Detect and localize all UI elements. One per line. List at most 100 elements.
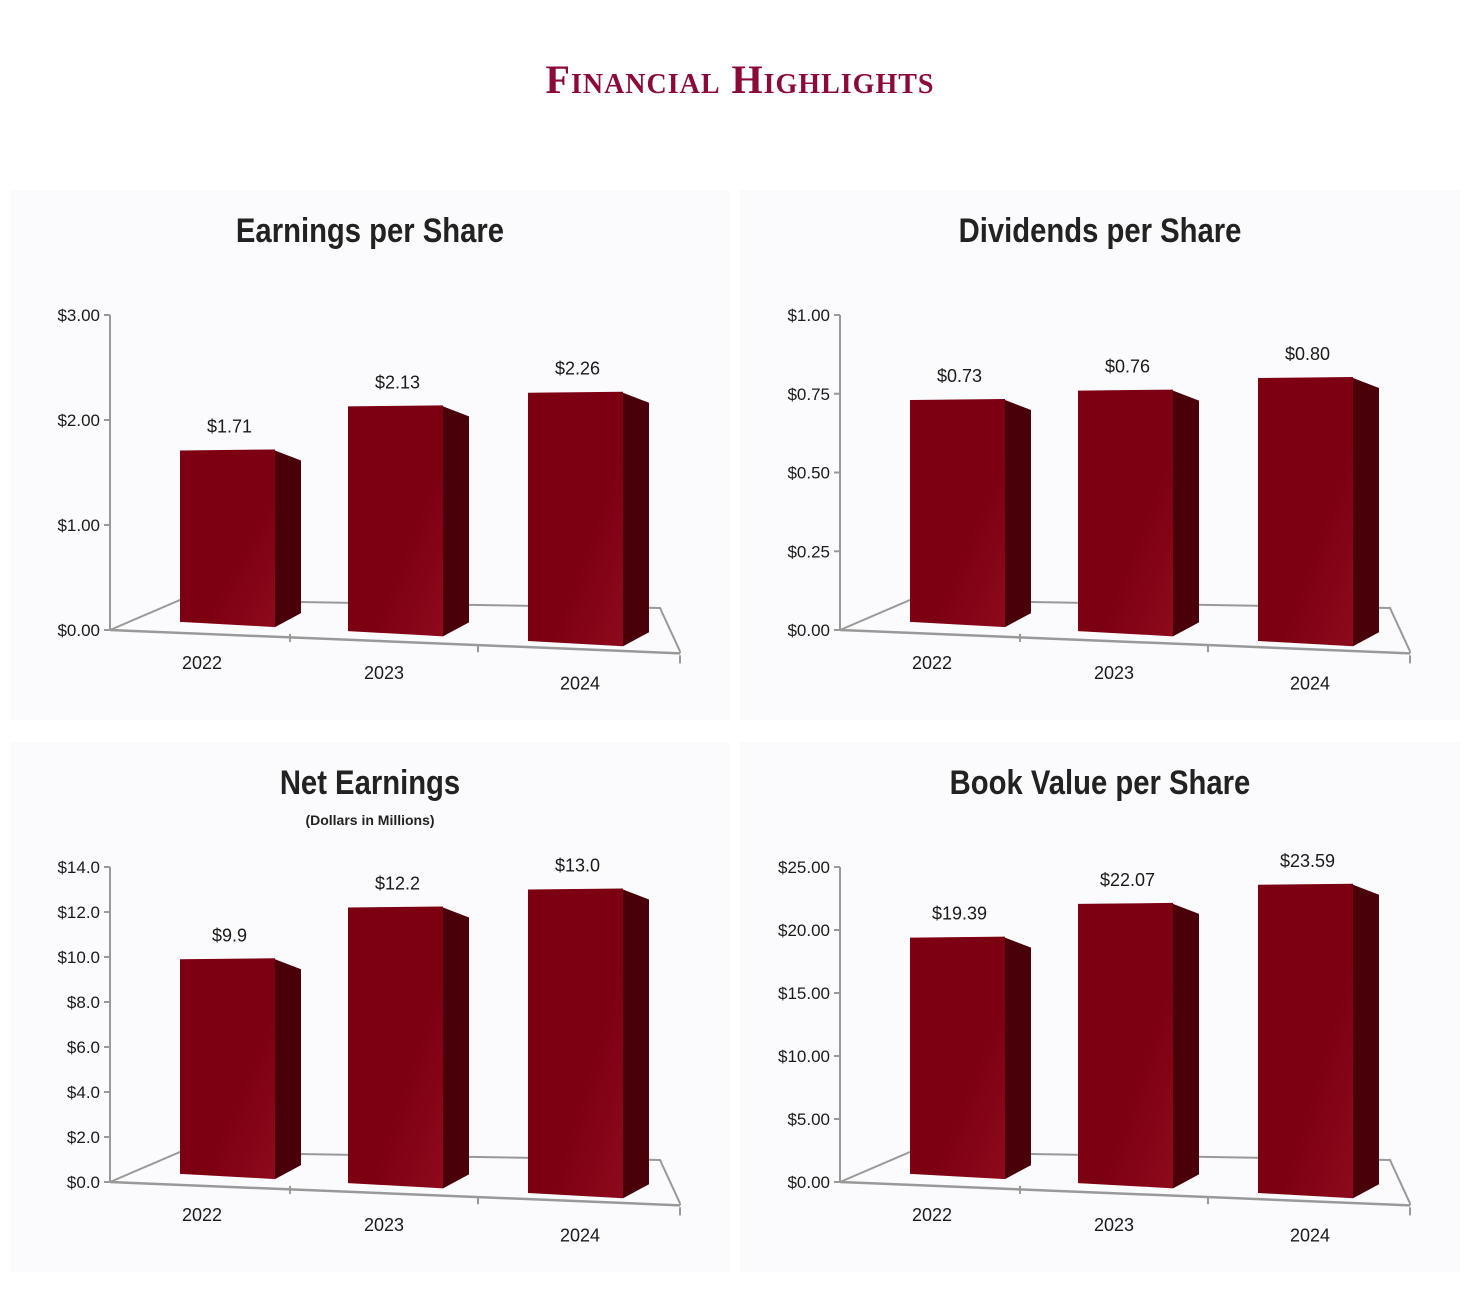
bar — [348, 906, 469, 1189]
y-tick-label: $12.0 — [57, 903, 100, 922]
bar — [1258, 883, 1379, 1199]
category-label: 2022 — [182, 653, 222, 673]
bar-front — [910, 936, 1005, 1180]
y-tick-label: $0.00 — [787, 621, 830, 640]
category-label: 2022 — [182, 1205, 222, 1225]
x-axis — [839, 1180, 1411, 1207]
y-tick-label: $10.0 — [57, 948, 100, 967]
category-label: 2022 — [912, 653, 952, 673]
y-tick-label: $1.00 — [787, 306, 830, 325]
book-value-per-share-chart: Book Value per Share $0.00 $5.00 $10.00 $15… — [740, 742, 1460, 1272]
bar-front — [1078, 389, 1173, 637]
y-tick-label: $0.0 — [67, 1173, 100, 1192]
bar — [528, 888, 649, 1199]
data-label: $22.07 — [1100, 870, 1155, 890]
data-label: $2.13 — [375, 372, 420, 392]
x-axis — [109, 1180, 681, 1207]
bar-side — [1353, 378, 1379, 647]
y-tick-label: $0.00 — [787, 1173, 830, 1192]
chart-title: Dividends per Share — [958, 212, 1242, 250]
bar-side — [1173, 903, 1199, 1189]
bar — [180, 449, 301, 628]
bar-side — [1353, 884, 1379, 1199]
bar-side — [1005, 400, 1031, 628]
y-tick-label: $0.00 — [57, 621, 100, 640]
bar-side — [275, 450, 301, 628]
page-title: Financial Highlights — [545, 57, 935, 102]
y-tick-label: $1.00 — [57, 516, 100, 535]
y-tick-label: $0.25 — [787, 542, 830, 561]
book-value-per-share-plot: $0.00 $5.00 $10.00 $15.00 $20.00 $25.00 $19.39… — [778, 851, 1411, 1246]
y-tick-label: $0.50 — [787, 464, 830, 483]
bar — [348, 405, 469, 637]
bar-side — [623, 889, 649, 1199]
bar-front — [528, 888, 623, 1199]
category-label: 2023 — [364, 663, 404, 683]
category-label: 2023 — [1094, 663, 1134, 683]
earnings-per-share-chart: Earnings per Share $0.00 $1.00 $2.00 $3.00 $… — [10, 190, 730, 720]
category-label: 2023 — [364, 1215, 404, 1235]
bar-front — [528, 391, 623, 647]
data-label: $0.76 — [1105, 357, 1150, 377]
bar-side — [443, 907, 469, 1189]
y-tick-label: $0.75 — [787, 385, 830, 404]
data-label: $23.59 — [1280, 851, 1335, 871]
y-tick-label: $4.0 — [67, 1083, 100, 1102]
x-axis — [109, 628, 681, 655]
bar-front — [1078, 902, 1173, 1189]
data-label: $13.0 — [555, 856, 600, 876]
earnings-per-share-plot: $0.00 $1.00 $2.00 $3.00 $1.71 2022 $2.13 2023 $2… — [57, 306, 681, 694]
bar-side — [275, 959, 301, 1180]
x-axis — [839, 628, 1411, 655]
bar — [528, 391, 649, 647]
bar-front — [348, 906, 443, 1189]
y-tick-label: $2.00 — [57, 411, 100, 430]
chart-subtitle: (Dollars in Millions) — [305, 812, 435, 828]
category-label: 2024 — [1290, 674, 1330, 694]
bar — [910, 936, 1031, 1180]
bar-front — [1258, 883, 1353, 1199]
data-label: $12.2 — [375, 874, 420, 894]
category-label: 2024 — [1290, 1226, 1330, 1246]
net-earnings-chart: Net Earnings (Dollars in Millions) $0.0 $… — [10, 742, 730, 1272]
y-tick-label: $15.00 — [778, 984, 830, 1003]
bar — [910, 399, 1031, 628]
bar-side — [1005, 937, 1031, 1180]
category-label: 2023 — [1094, 1215, 1134, 1235]
y-tick-label: $25.00 — [778, 858, 830, 877]
category-label: 2022 — [912, 1205, 952, 1225]
data-label: $9.9 — [212, 925, 247, 945]
data-label: $0.80 — [1285, 344, 1330, 364]
category-label: 2024 — [560, 1226, 600, 1246]
net-earnings-plot: $0.0 $2.0 $4.0 $6.0 $8.0 $10.0 $12.0 $14.0 $9.9 2… — [57, 856, 681, 1246]
bar-side — [443, 406, 469, 637]
y-tick-label: $6.0 — [67, 1038, 100, 1057]
bar-side — [623, 392, 649, 647]
y-tick-label: $2.0 — [67, 1128, 100, 1147]
y-tick-label: $20.00 — [778, 921, 830, 940]
bar — [1078, 389, 1199, 637]
data-label: $0.73 — [937, 366, 982, 386]
chart-title: Net Earnings — [279, 764, 461, 802]
bar — [180, 958, 301, 1180]
bar-front — [348, 405, 443, 637]
bar-side — [1173, 390, 1199, 637]
bar-front — [910, 399, 1005, 628]
bar — [1078, 902, 1199, 1189]
bar-front — [180, 449, 275, 628]
chart-title: Earnings per Share — [235, 212, 505, 250]
y-tick-label: $5.00 — [787, 1110, 830, 1129]
data-label: $1.71 — [207, 416, 252, 436]
bar-front — [180, 958, 275, 1180]
dividends-per-share-plot: $0.00 $0.25 $0.50 $0.75 $1.00 $0.73 2022 $0.76 2… — [787, 306, 1411, 694]
chart-title: Book Value per Share — [949, 764, 1251, 802]
category-label: 2024 — [560, 674, 600, 694]
y-tick-label: $8.0 — [67, 993, 100, 1012]
data-label: $2.26 — [555, 359, 600, 379]
bar-front — [1258, 377, 1353, 647]
bar — [1258, 377, 1379, 647]
y-tick-label: $14.0 — [57, 858, 100, 877]
dividends-per-share-chart: Dividends per Share $0.00 $0.25 $0.50 $0.75… — [740, 190, 1460, 720]
y-tick-label: $3.00 — [57, 306, 100, 325]
y-tick-label: $10.00 — [778, 1047, 830, 1066]
